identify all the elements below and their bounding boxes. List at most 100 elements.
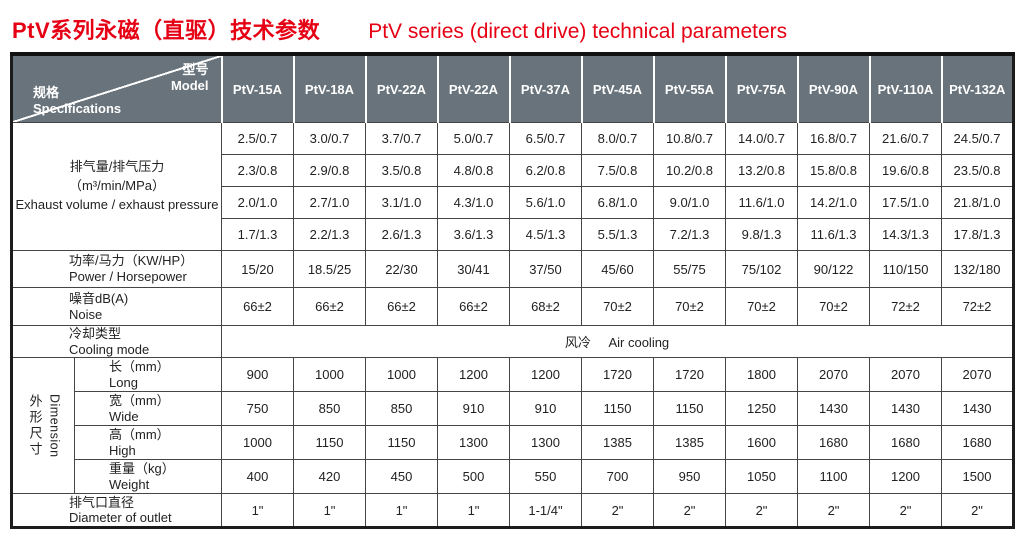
cooling-label-cn: 冷却类型 (69, 326, 122, 341)
exhaust-value-cell: 6.2/0.8 (509, 154, 582, 187)
dimension-value-cell: 850 (365, 391, 438, 427)
cooling-value-cell: 风冷 Air cooling (221, 324, 1014, 359)
exhaust-label-cell: 排气量/排气压力 （m³/min/MPa） Exhaust volume / e… (11, 122, 222, 251)
model-header-cell: PtV-22A (364, 53, 439, 123)
power-value-cell: 15/20 (221, 250, 294, 288)
exhaust-row-1: 排气量/排气压力 （m³/min/MPa） Exhaust volume / e… (11, 122, 1014, 251)
exhaust-value-cell: 4.8/0.8 (437, 154, 510, 187)
dimension-value-cell: 1680 (797, 425, 870, 461)
outlet-value-cell: 2" (797, 493, 870, 529)
dimension-value-cell: 450 (365, 459, 438, 495)
dimension-value-cell: 2070 (797, 357, 870, 393)
outlet-value-cell: 1-1/4" (509, 493, 582, 529)
exhaust-value-cell: 8.0/0.7 (581, 122, 654, 155)
exhaust-row-2: 2.3/0.8 2.9/0.8 3.5/0.8 4.8/0.8 6.2/0.8 7.5/0… (12, 154, 1014, 187)
dimension-value-cell: 1250 (725, 391, 798, 427)
exhaust-value-cell: 17.8/1.3 (941, 218, 1014, 251)
exhaust-value-cell: 16.8/0.7 (797, 122, 870, 155)
power-value-cell: 110/150 (869, 250, 942, 288)
dimension-row-weight: 重量（kg） Weight 400 420 450 500 550 700 950 1050 1… (12, 459, 1014, 495)
exhaust-label-cn: 排气量/排气压力 (69, 159, 165, 175)
dimension-value-cell: 700 (581, 459, 654, 495)
exhaust-row-3: 2.0/1.0 2.7/1.0 3.1/1.0 4.3/1.0 5.6/1.0 6.8/1… (12, 186, 1014, 219)
exhaust-value-cell: 14.0/0.7 (725, 122, 798, 155)
dimension-value-cell: 1000 (293, 357, 366, 393)
power-label-cn: 功率/马力（KW/HP） (69, 253, 194, 269)
cooling-value-en: Air cooling (608, 335, 670, 351)
exhaust-value-cell: 10.2/0.8 (653, 154, 726, 187)
exhaust-value-cell: 5.6/1.0 (509, 186, 582, 219)
outlet-label-cn: 排气口直径 (69, 494, 135, 510)
dimension-value-cell: 750 (221, 391, 294, 427)
power-label-en: Power / Horsepower (69, 269, 187, 284)
dimension-value-cell: 1430 (941, 391, 1014, 427)
dimension-value-cell: 2070 (869, 357, 942, 393)
dimension-row-wide: 宽（mm） Wide 750 850 850 910 910 1150 1150 1250 14… (12, 391, 1014, 427)
noise-value-cell: 66±2 (365, 287, 438, 326)
exhaust-value-cell: 2.6/1.3 (365, 218, 438, 251)
dimension-row-high: 高（mm） High 1000 1150 1150 1300 1300 1385 1385 1… (12, 425, 1014, 461)
exhaust-value-cell: 19.6/0.8 (869, 154, 942, 187)
model-header-cell: PtV-132A (940, 53, 1015, 123)
dimension-value-cell: 400 (221, 459, 294, 495)
outlet-value-cell: 2" (581, 493, 654, 529)
noise-value-cell: 72±2 (941, 287, 1014, 326)
dimension-value-cell: 1150 (581, 391, 654, 427)
power-value-cell: 37/50 (509, 250, 582, 288)
noise-value-cell: 66±2 (293, 287, 366, 326)
noise-value-cell: 70±2 (581, 287, 654, 326)
dimension-value-cell: 1150 (293, 425, 366, 461)
noise-value-cell: 70±2 (725, 287, 798, 326)
power-value-cell: 22/30 (365, 250, 438, 288)
exhaust-value-cell: 2.5/0.7 (221, 122, 294, 155)
outlet-value-cell: 1" (365, 493, 438, 529)
dimension-value-cell: 1200 (869, 459, 942, 495)
noise-value-cell: 66±2 (221, 287, 294, 326)
dimension-value-cell: 2070 (941, 357, 1014, 393)
dimension-value-cell: 1050 (725, 459, 798, 495)
outlet-value-cell: 1" (437, 493, 510, 529)
exhaust-value-cell: 3.5/0.8 (365, 154, 438, 187)
exhaust-value-cell: 6.8/1.0 (581, 186, 654, 219)
exhaust-value-cell: 21.6/0.7 (869, 122, 942, 155)
exhaust-value-cell: 21.8/1.0 (941, 186, 1014, 219)
noise-value-cell: 72±2 (869, 287, 942, 326)
power-label-cell: 功率/马力（KW/HP） Power / Horsepower (11, 250, 222, 288)
outlet-label-en: Diameter of outlet (69, 510, 172, 526)
cooling-label-en: Cooling mode (69, 341, 150, 357)
dimension-value-cell: 950 (653, 459, 726, 495)
exhaust-value-cell: 2.3/0.8 (221, 154, 294, 187)
dimension-group-en: Dimension (47, 393, 62, 458)
exhaust-value-cell: 2.9/0.8 (293, 154, 366, 187)
page-title-cn: PtV系列永磁（直驱）技术参数 (12, 18, 321, 43)
exhaust-value-cell: 1.7/1.3 (221, 218, 294, 251)
dimension-high-label: 高（mm） High (74, 425, 222, 461)
dimension-long-label: 长（mm） Long (74, 357, 222, 393)
exhaust-label-en: Exhaust volume / exhaust pressure (15, 196, 219, 212)
dimension-value-cell: 1000 (365, 357, 438, 393)
noise-label-cell: 噪音dB(A) Noise (11, 287, 222, 326)
dimension-row-long: 外形尺寸 Dimension 长（mm） Long 900 1000 1000 120… (11, 357, 1014, 495)
outlet-value-cell: 2" (725, 493, 798, 529)
noise-label-cn: 噪音dB(A) (69, 290, 129, 306)
noise-value-cell: 70±2 (797, 287, 870, 326)
power-value-cell: 55/75 (653, 250, 726, 288)
power-row: 功率/马力（KW/HP） Power / Horsepower 15/20 18.… (11, 250, 1014, 288)
dimension-weight-label: 重量（kg） Weight (74, 459, 222, 495)
dimension-value-cell: 1150 (365, 425, 438, 461)
model-header-cell: PtV-15A (220, 53, 295, 123)
cooling-row: 冷却类型 Cooling mode 风冷 Air cooling (11, 324, 1014, 359)
exhaust-value-cell: 14.2/1.0 (797, 186, 870, 219)
exhaust-value-cell: 11.6/1.3 (797, 218, 870, 251)
noise-value-cell: 66±2 (437, 287, 510, 326)
dimension-value-cell: 910 (509, 391, 582, 427)
dimension-wide-label: 宽（mm） Wide (74, 391, 222, 427)
exhaust-value-cell: 4.3/1.0 (437, 186, 510, 219)
dimension-value-cell: 910 (437, 391, 510, 427)
dimension-value-cell: 1200 (437, 357, 510, 393)
model-header-cell: PtV-55A (652, 53, 727, 123)
noise-label-en: Noise (69, 306, 103, 322)
dimension-value-cell: 1430 (797, 391, 870, 427)
power-value-cell: 75/102 (725, 250, 798, 288)
exhaust-value-cell: 13.2/0.8 (725, 154, 798, 187)
